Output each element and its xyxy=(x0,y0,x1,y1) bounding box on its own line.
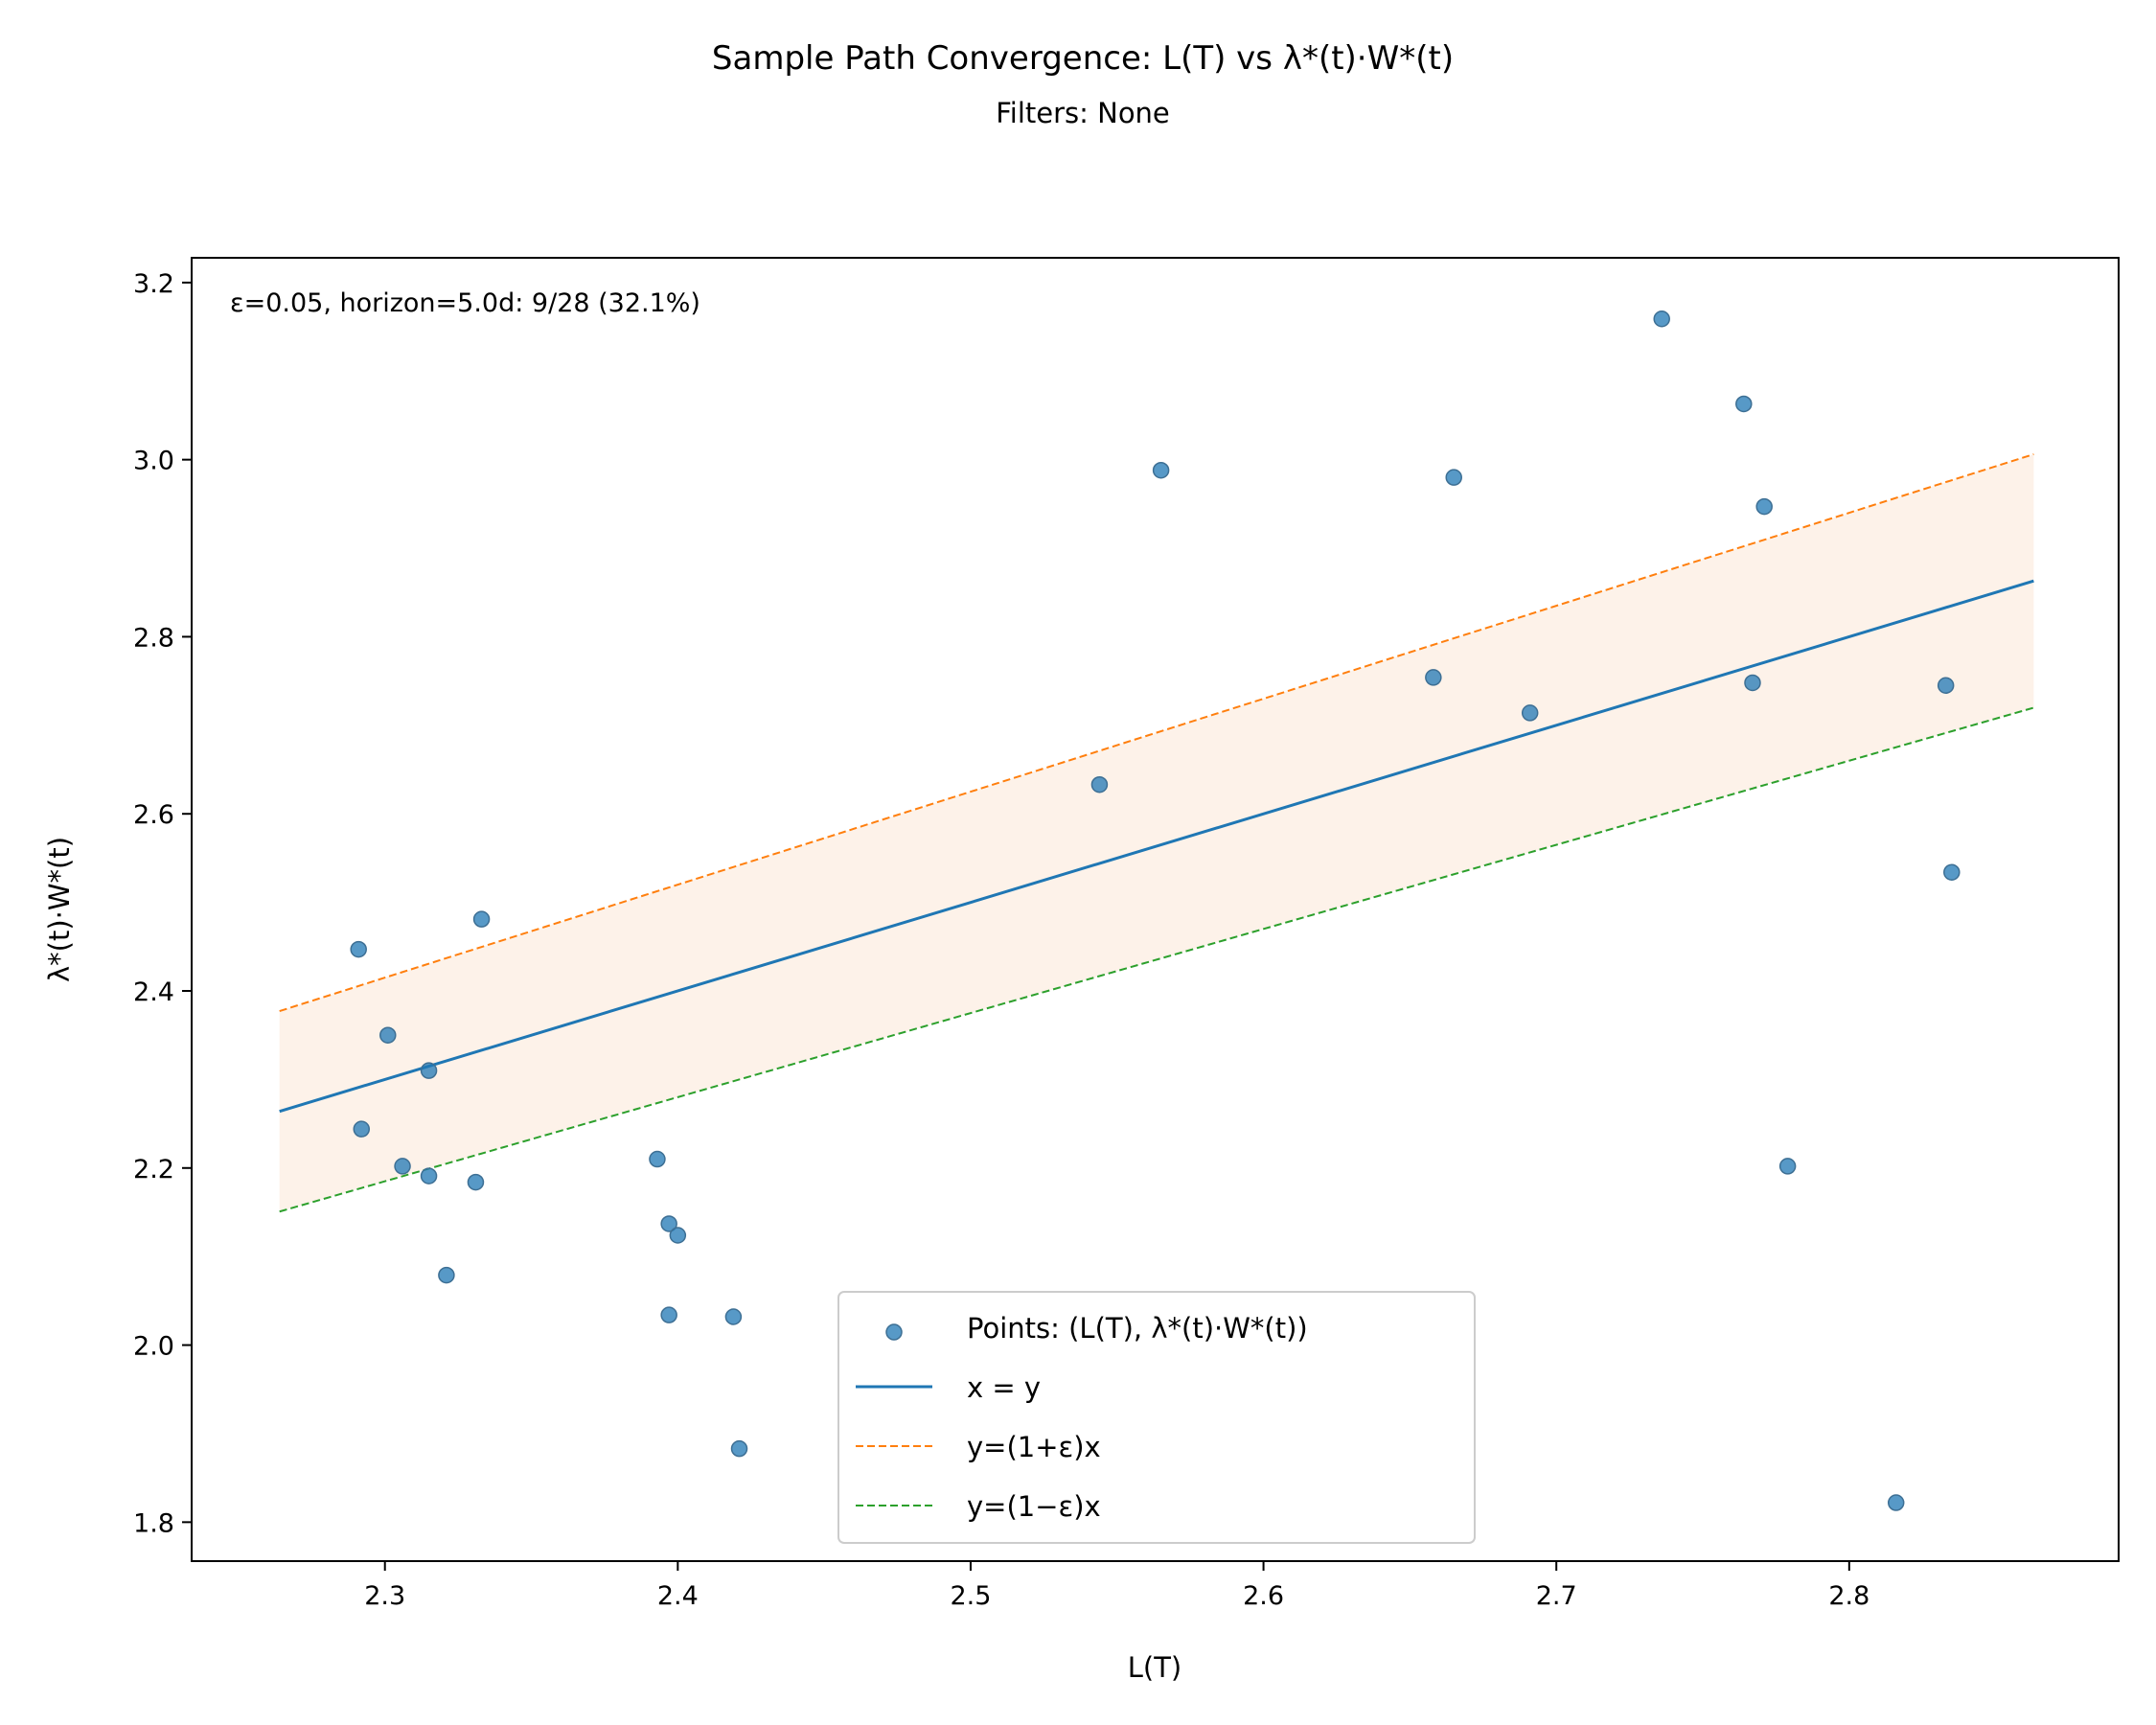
data-point xyxy=(1744,674,1761,692)
y-tick-label: 2.6 xyxy=(133,800,174,830)
data-point xyxy=(1755,497,1773,516)
data-point xyxy=(394,1158,411,1175)
series-line-1 xyxy=(279,579,2034,1114)
legend-box xyxy=(837,1291,1476,1544)
y-tick-label: 2.2 xyxy=(133,1155,174,1184)
legend-marker xyxy=(885,1323,903,1341)
data-point xyxy=(649,1150,666,1168)
data-point xyxy=(467,1173,485,1191)
data-point xyxy=(660,1215,677,1232)
data-point xyxy=(724,1308,743,1325)
legend-label: y=(1−ε)x xyxy=(967,1490,1101,1523)
x-tick-label: 2.3 xyxy=(364,1581,405,1611)
x-tick-label: 2.7 xyxy=(1536,1581,1577,1611)
y-tick-label: 2.0 xyxy=(133,1332,174,1362)
series-line-2 xyxy=(279,453,2034,1013)
data-point xyxy=(420,1167,438,1184)
data-point xyxy=(669,1227,687,1244)
annotation: ε=0.05, horizon=5.0d: 9/28 (32.1%) xyxy=(230,288,700,318)
y-tick-label: 3.2 xyxy=(133,269,174,299)
data-point xyxy=(1425,669,1442,686)
data-point xyxy=(730,1439,748,1458)
plot-area: 2.3 2.4 2.5 2.6 2.7 2.8 1.8 2.0 2.2 2.4 2.6 2.8 3.0 3… xyxy=(133,257,2120,1611)
y-tick-label: 2.8 xyxy=(133,623,174,653)
legend-label: y=(1+ε)x xyxy=(967,1431,1101,1463)
data-point xyxy=(1778,1158,1797,1175)
data-point xyxy=(353,1120,371,1138)
x-tick-label: 2.8 xyxy=(1828,1581,1869,1611)
data-point xyxy=(420,1062,438,1079)
x-tick-label: 2.4 xyxy=(657,1581,699,1611)
data-point xyxy=(1653,310,1670,328)
y-axis-label: λ*(t)·W*(t) xyxy=(43,837,76,982)
data-point xyxy=(1887,1494,1905,1511)
data-point xyxy=(1521,704,1539,722)
data-point xyxy=(1735,395,1753,413)
data-point xyxy=(660,1306,677,1323)
y-tick-label: 2.4 xyxy=(133,978,174,1007)
axes-frame xyxy=(191,257,2120,1562)
data-point xyxy=(350,940,367,958)
data-point xyxy=(438,1266,455,1284)
series-line-3 xyxy=(279,706,2034,1213)
data-point xyxy=(379,1026,397,1044)
data-point xyxy=(1937,677,1955,694)
chart-title: Sample Path Convergence: L(T) vs λ*(t)·W… xyxy=(712,39,1454,78)
data-point xyxy=(1090,775,1109,794)
data-point xyxy=(1152,461,1170,479)
epsilon-band xyxy=(279,453,2034,1212)
x-tick-label: 2.6 xyxy=(1243,1581,1284,1611)
x-tick-label: 2.5 xyxy=(950,1581,991,1611)
data-point xyxy=(1943,863,1961,881)
y-tick-label: 3.0 xyxy=(133,447,174,476)
data-point xyxy=(472,910,491,928)
legend-label: x = y xyxy=(967,1371,1041,1404)
y-tick-label: 1.8 xyxy=(133,1508,174,1538)
chart-subtitle: Filters: None xyxy=(996,97,1170,129)
legend-label: Points: (L(T), λ*(t)·W*(t)) xyxy=(967,1312,1308,1345)
legend: Points: (L(T), λ*(t)·W*(t)) x = y y=(1+ε)x… xyxy=(837,1291,1476,1544)
data-point xyxy=(1445,469,1462,486)
x-axis-label: L(T) xyxy=(1128,1651,1182,1684)
